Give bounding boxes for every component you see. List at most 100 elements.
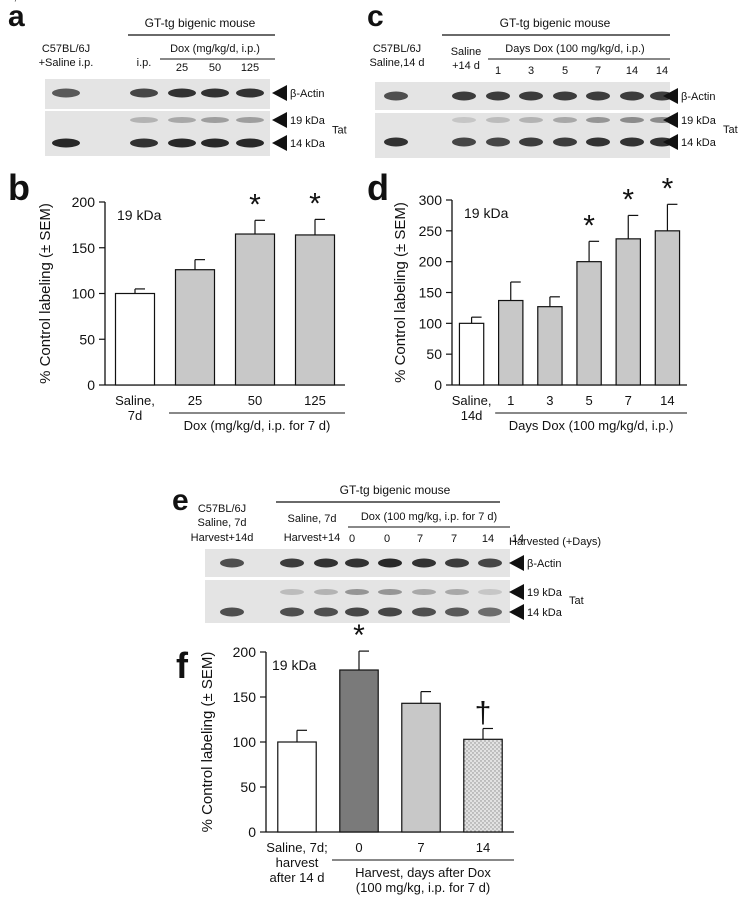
y-tick-label: 100 xyxy=(419,315,443,331)
kda19-arrow xyxy=(509,584,524,600)
blot-band xyxy=(130,138,158,148)
kda19-label: 19 kDa xyxy=(290,115,326,127)
lane-label: 14 xyxy=(626,65,638,77)
blot-band xyxy=(168,117,196,123)
panel-letter: c xyxy=(367,0,384,33)
panel-letter: d xyxy=(367,167,389,208)
blot-band xyxy=(620,137,644,147)
blot-band xyxy=(280,607,304,617)
bar xyxy=(277,741,317,833)
blot-band xyxy=(384,91,408,101)
blot-band xyxy=(201,117,229,123)
y-tick-label: 100 xyxy=(233,734,257,750)
panel-letter: a xyxy=(8,0,25,33)
blot-band xyxy=(314,607,338,617)
control-label: C57BL/6J xyxy=(198,503,246,515)
x-tick-label: 14d xyxy=(461,408,483,423)
saline-label: Harvest+14 xyxy=(284,532,341,544)
kda14-arrow xyxy=(272,135,287,151)
kda19-arrow xyxy=(272,112,287,128)
blot-band xyxy=(586,117,610,123)
x-tick-label: 125 xyxy=(304,393,326,408)
dox-header: Dox (mg/kg/d, i.p.) xyxy=(170,43,260,55)
bar xyxy=(615,238,641,386)
y-tick-label: 300 xyxy=(419,192,443,208)
x-tick-label: 7 xyxy=(625,393,632,408)
bar xyxy=(576,261,602,386)
significance-mark: * xyxy=(249,188,261,221)
dox-header: Dox (100 mg/kg, i.p. for 7 d) xyxy=(361,511,497,523)
control-label: +Saline i.p. xyxy=(39,57,94,69)
blot-band xyxy=(452,137,476,147)
y-tick-label: 100 xyxy=(72,286,96,302)
lane-label: 5 xyxy=(562,65,568,77)
y-axis-label: % Control labeling (± SEM) xyxy=(199,652,216,833)
blot-band xyxy=(220,558,244,568)
y-tick-label: 150 xyxy=(419,285,443,301)
x-tick-label: 14 xyxy=(660,393,674,408)
y-tick-label: 0 xyxy=(434,377,442,393)
y-tick-label: 150 xyxy=(233,689,257,705)
tat-strip xyxy=(205,580,510,623)
y-tick-label: 50 xyxy=(79,331,95,347)
panel-letter: e xyxy=(172,484,189,517)
bar xyxy=(234,233,276,386)
blot-band xyxy=(620,91,644,101)
bar-chart-d: d 0 50 100 150 200 250 300 % Control labeling (±… xyxy=(367,167,687,433)
group-header: GT-tg bigenic mouse xyxy=(500,16,611,30)
kda19-arrow xyxy=(663,112,678,128)
blot-band xyxy=(378,607,402,617)
bar xyxy=(654,230,681,386)
x-tick-label: Saline, 7d; xyxy=(266,840,327,855)
blot-band xyxy=(168,88,196,98)
actin-label: β-Actin xyxy=(527,558,561,570)
y-tick-label: 0 xyxy=(248,824,256,840)
kda19-label: 19 kDa xyxy=(681,115,717,127)
blot-band xyxy=(486,91,510,101)
panel-letter: b xyxy=(8,167,30,208)
saline-label: Saline, 7d xyxy=(288,513,337,525)
lane-label: 0 xyxy=(349,533,355,545)
actin-label: β-Actin xyxy=(290,88,324,100)
lane-label: 14 xyxy=(482,533,494,545)
blot-band xyxy=(553,91,577,101)
blot-panel-a: a GT-tg bigenic mouse C57BL/6J +Saline i.p.… xyxy=(0,0,347,156)
lane-label: 0 xyxy=(384,533,390,545)
significance-mark: * xyxy=(583,209,595,242)
x-tick-label: Saline, xyxy=(115,393,155,408)
y-tick-label: 200 xyxy=(419,254,443,270)
x-tick-label: 1 xyxy=(507,393,514,408)
blot-band xyxy=(52,138,80,148)
x-tick-label: after 14 d xyxy=(270,870,325,885)
saline-label: Saline xyxy=(451,46,482,58)
blot-band xyxy=(168,138,196,148)
x-tick-label: 3 xyxy=(546,393,553,408)
saline-label: i.p. xyxy=(0,0,7,3)
blot-band xyxy=(478,589,502,595)
actin-arrow xyxy=(509,555,524,571)
y-axis-label: % Control labeling (± SEM) xyxy=(392,202,409,383)
group-label: Harvest, days after Dox xyxy=(355,865,491,880)
blot-band xyxy=(378,558,402,568)
dox-header: Days Dox (100 mg/kg/d, i.p.) xyxy=(505,43,644,55)
blot-band xyxy=(280,558,304,568)
lane-label: 50 xyxy=(209,62,221,74)
group-label: Days Dox (100 mg/kg/d, i.p.) xyxy=(509,418,674,433)
blot-band xyxy=(445,607,469,617)
blot-band xyxy=(412,589,436,595)
significance-mark: * xyxy=(309,187,321,220)
significance-mark: * xyxy=(622,183,634,216)
blot-band xyxy=(280,589,304,595)
control-label: Saline, 7d xyxy=(198,517,247,529)
saline-label: Saline, xyxy=(0,0,17,3)
y-tick-label: 250 xyxy=(419,223,443,239)
bar xyxy=(498,299,524,386)
significance-mark: * xyxy=(353,619,365,652)
kda14-arrow xyxy=(663,134,678,150)
blot-band xyxy=(220,607,244,617)
x-tick-label: 0 xyxy=(355,840,362,855)
blot-band xyxy=(445,558,469,568)
bar-chart-b: b 0 50 100 150 200 % Control labeling (± SEM) 1… xyxy=(8,167,345,433)
